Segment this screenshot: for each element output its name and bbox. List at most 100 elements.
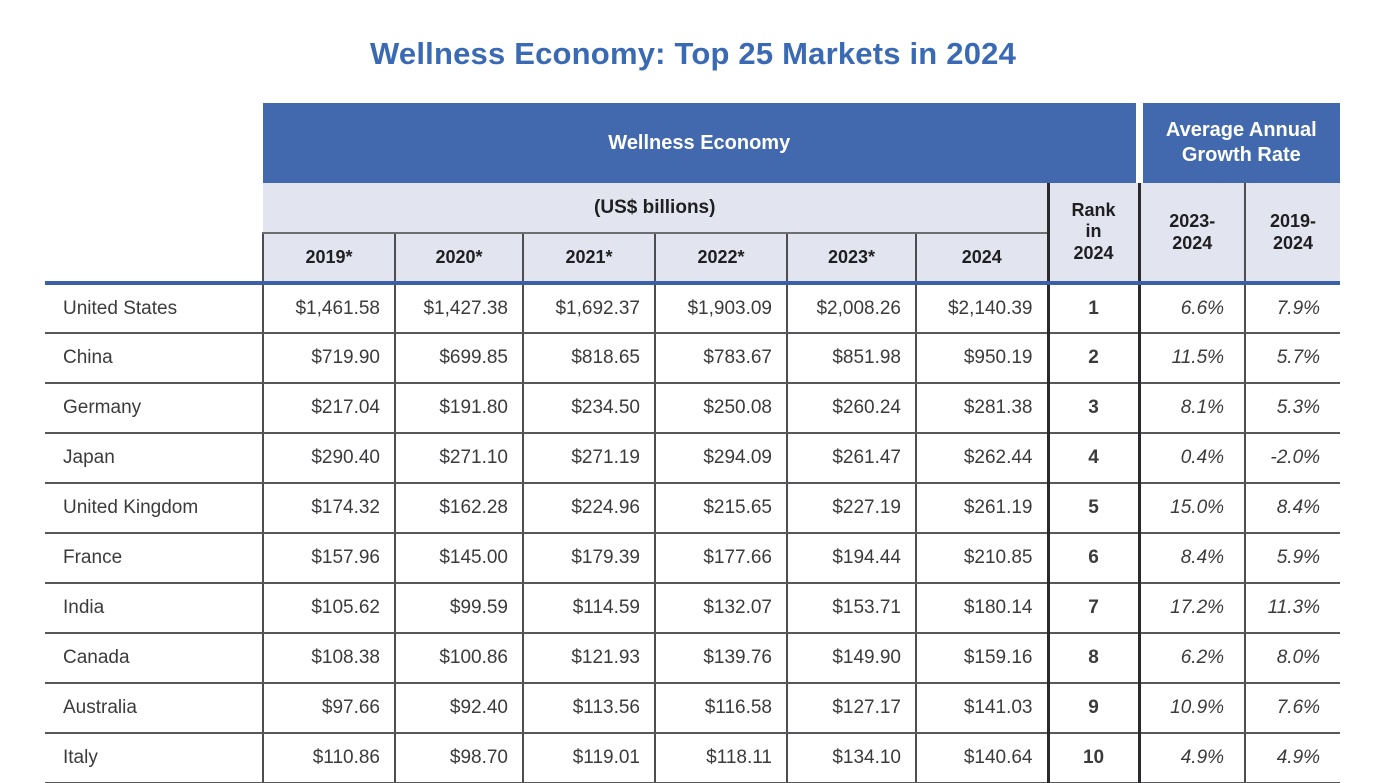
value-cell: $157.96 (262, 533, 395, 584)
country-cell: Germany (45, 383, 263, 434)
table-body: United States $1,461.58 $1,427.38 $1,692.37… (45, 283, 1341, 783)
wellness-table-container: Wellness Economy Average Annual Growth R… (45, 103, 1341, 783)
value-cell: $177.66 (654, 533, 787, 584)
country-cell: China (45, 333, 263, 384)
value-cell: $950.19 (915, 333, 1048, 384)
growth-2023-2024-cell: 8.4% (1137, 533, 1246, 584)
growth-2019-2024-cell: 11.3% (1244, 583, 1341, 634)
value-cell: $1,427.38 (394, 283, 523, 334)
value-cell: $141.03 (915, 683, 1048, 734)
value-cell: $719.90 (262, 333, 395, 384)
value-cell: $174.32 (262, 483, 395, 534)
value-cell: $261.19 (915, 483, 1048, 534)
growth-2023-2024-cell: 11.5% (1137, 333, 1246, 384)
value-cell: $108.38 (262, 633, 395, 684)
table-row: China $719.90 $699.85 $818.65 $783.67 $851.98… (45, 333, 1341, 384)
value-cell: $224.96 (522, 483, 655, 534)
spacer-cell (45, 183, 263, 285)
country-cell: Italy (45, 733, 263, 783)
value-cell: $271.10 (394, 433, 523, 484)
value-cell: $2,008.26 (786, 283, 916, 334)
year-header-row: 2019* 2020* 2021* 2022* 2023* 2024 (45, 233, 1340, 285)
growth-2023-2024-cell: 6.6% (1137, 283, 1246, 334)
growth-2023-2024-cell: 17.2% (1137, 583, 1246, 634)
value-cell: $851.98 (786, 333, 916, 384)
country-cell: India (45, 583, 263, 634)
value-cell: $119.01 (522, 733, 655, 783)
year-header: 2020* (394, 233, 523, 285)
table-row: Japan $290.40 $271.10 $271.19 $294.09 $261.47… (45, 433, 1341, 484)
country-cell: United States (45, 283, 263, 334)
value-cell: $260.24 (786, 383, 916, 434)
year-header: 2021* (522, 233, 655, 285)
year-header: 2022* (654, 233, 787, 285)
rank-cell: 4 (1046, 433, 1140, 484)
value-cell: $98.70 (394, 733, 523, 783)
growth-2023-2024-cell: 15.0% (1137, 483, 1246, 534)
growth-2023-2024-header: 2023- 2024 (1137, 183, 1246, 285)
value-cell: $262.44 (915, 433, 1048, 484)
table-row: United States $1,461.58 $1,427.38 $1,692.37… (45, 283, 1341, 334)
growth-2019-2024-cell: 7.6% (1244, 683, 1341, 734)
table-row: Italy $110.86 $98.70 $119.01 $118.11 $134.10 $… (45, 733, 1341, 783)
growth-2019-2024-cell: 7.9% (1244, 283, 1341, 334)
value-cell: $194.44 (786, 533, 916, 584)
value-cell: $99.59 (394, 583, 523, 634)
value-cell: $1,903.09 (654, 283, 787, 334)
wellness-economy-group-header: Wellness Economy (263, 103, 1140, 183)
country-cell: United Kingdom (45, 483, 263, 534)
table-row: France $157.96 $145.00 $179.39 $177.66 $194.4… (45, 533, 1341, 584)
value-cell: $294.09 (654, 433, 787, 484)
year-header: 2024 (915, 233, 1048, 285)
growth-2019-2024-cell: 5.9% (1244, 533, 1341, 584)
growth-2023-2024-cell: 0.4% (1137, 433, 1246, 484)
growth-2023-2024-cell: 10.9% (1137, 683, 1246, 734)
rank-cell: 8 (1046, 633, 1140, 684)
rank-cell: 3 (1046, 383, 1140, 434)
value-cell: $210.85 (915, 533, 1048, 584)
value-cell: $149.90 (786, 633, 916, 684)
value-cell: $250.08 (654, 383, 787, 434)
value-cell: $818.65 (522, 333, 655, 384)
rank-cell: 7 (1046, 583, 1140, 634)
rank-cell: 9 (1046, 683, 1140, 734)
growth-2023-2024-cell: 8.1% (1137, 383, 1246, 434)
rank-cell: 1 (1046, 283, 1140, 334)
value-cell: $227.19 (786, 483, 916, 534)
value-cell: $113.56 (522, 683, 655, 734)
rank-cell: 6 (1046, 533, 1140, 584)
value-cell: $159.16 (915, 633, 1048, 684)
value-cell: $153.71 (786, 583, 916, 634)
value-cell: $140.64 (915, 733, 1048, 783)
value-cell: $699.85 (394, 333, 523, 384)
value-cell: $215.65 (654, 483, 787, 534)
growth-2019-2024-cell: 4.9% (1244, 733, 1341, 783)
table-row: Australia $97.66 $92.40 $113.56 $116.58 $127.… (45, 683, 1341, 734)
value-cell: $1,692.37 (522, 283, 655, 334)
value-cell: $127.17 (786, 683, 916, 734)
wellness-table: Wellness Economy Average Annual Growth R… (45, 103, 1341, 783)
value-cell: $145.00 (394, 533, 523, 584)
value-cell: $191.80 (394, 383, 523, 434)
value-cell: $217.04 (262, 383, 395, 434)
growth-rate-group-header: Average Annual Growth Rate (1135, 103, 1341, 183)
value-cell: $271.19 (522, 433, 655, 484)
country-cell: Japan (45, 433, 263, 484)
value-cell: $261.47 (786, 433, 916, 484)
country-cell: France (45, 533, 263, 584)
growth-2019-2024-cell: 5.3% (1244, 383, 1341, 434)
value-cell: $180.14 (915, 583, 1048, 634)
growth-2023-2024-cell: 4.9% (1137, 733, 1246, 783)
table-row: India $105.62 $99.59 $114.59 $132.07 $153.71 $… (45, 583, 1341, 634)
country-cell: Canada (45, 633, 263, 684)
year-header: 2019* (262, 233, 395, 285)
value-cell: $281.38 (915, 383, 1048, 434)
year-header: 2023* (786, 233, 916, 285)
growth-2019-2024-cell: -2.0% (1244, 433, 1341, 484)
value-cell: $783.67 (654, 333, 787, 384)
growth-2023-2024-cell: 6.2% (1137, 633, 1246, 684)
value-cell: $110.86 (262, 733, 395, 783)
growth-2019-2024-cell: 5.7% (1244, 333, 1341, 384)
table-row: United Kingdom $174.32 $162.28 $224.96 $215.… (45, 483, 1341, 534)
